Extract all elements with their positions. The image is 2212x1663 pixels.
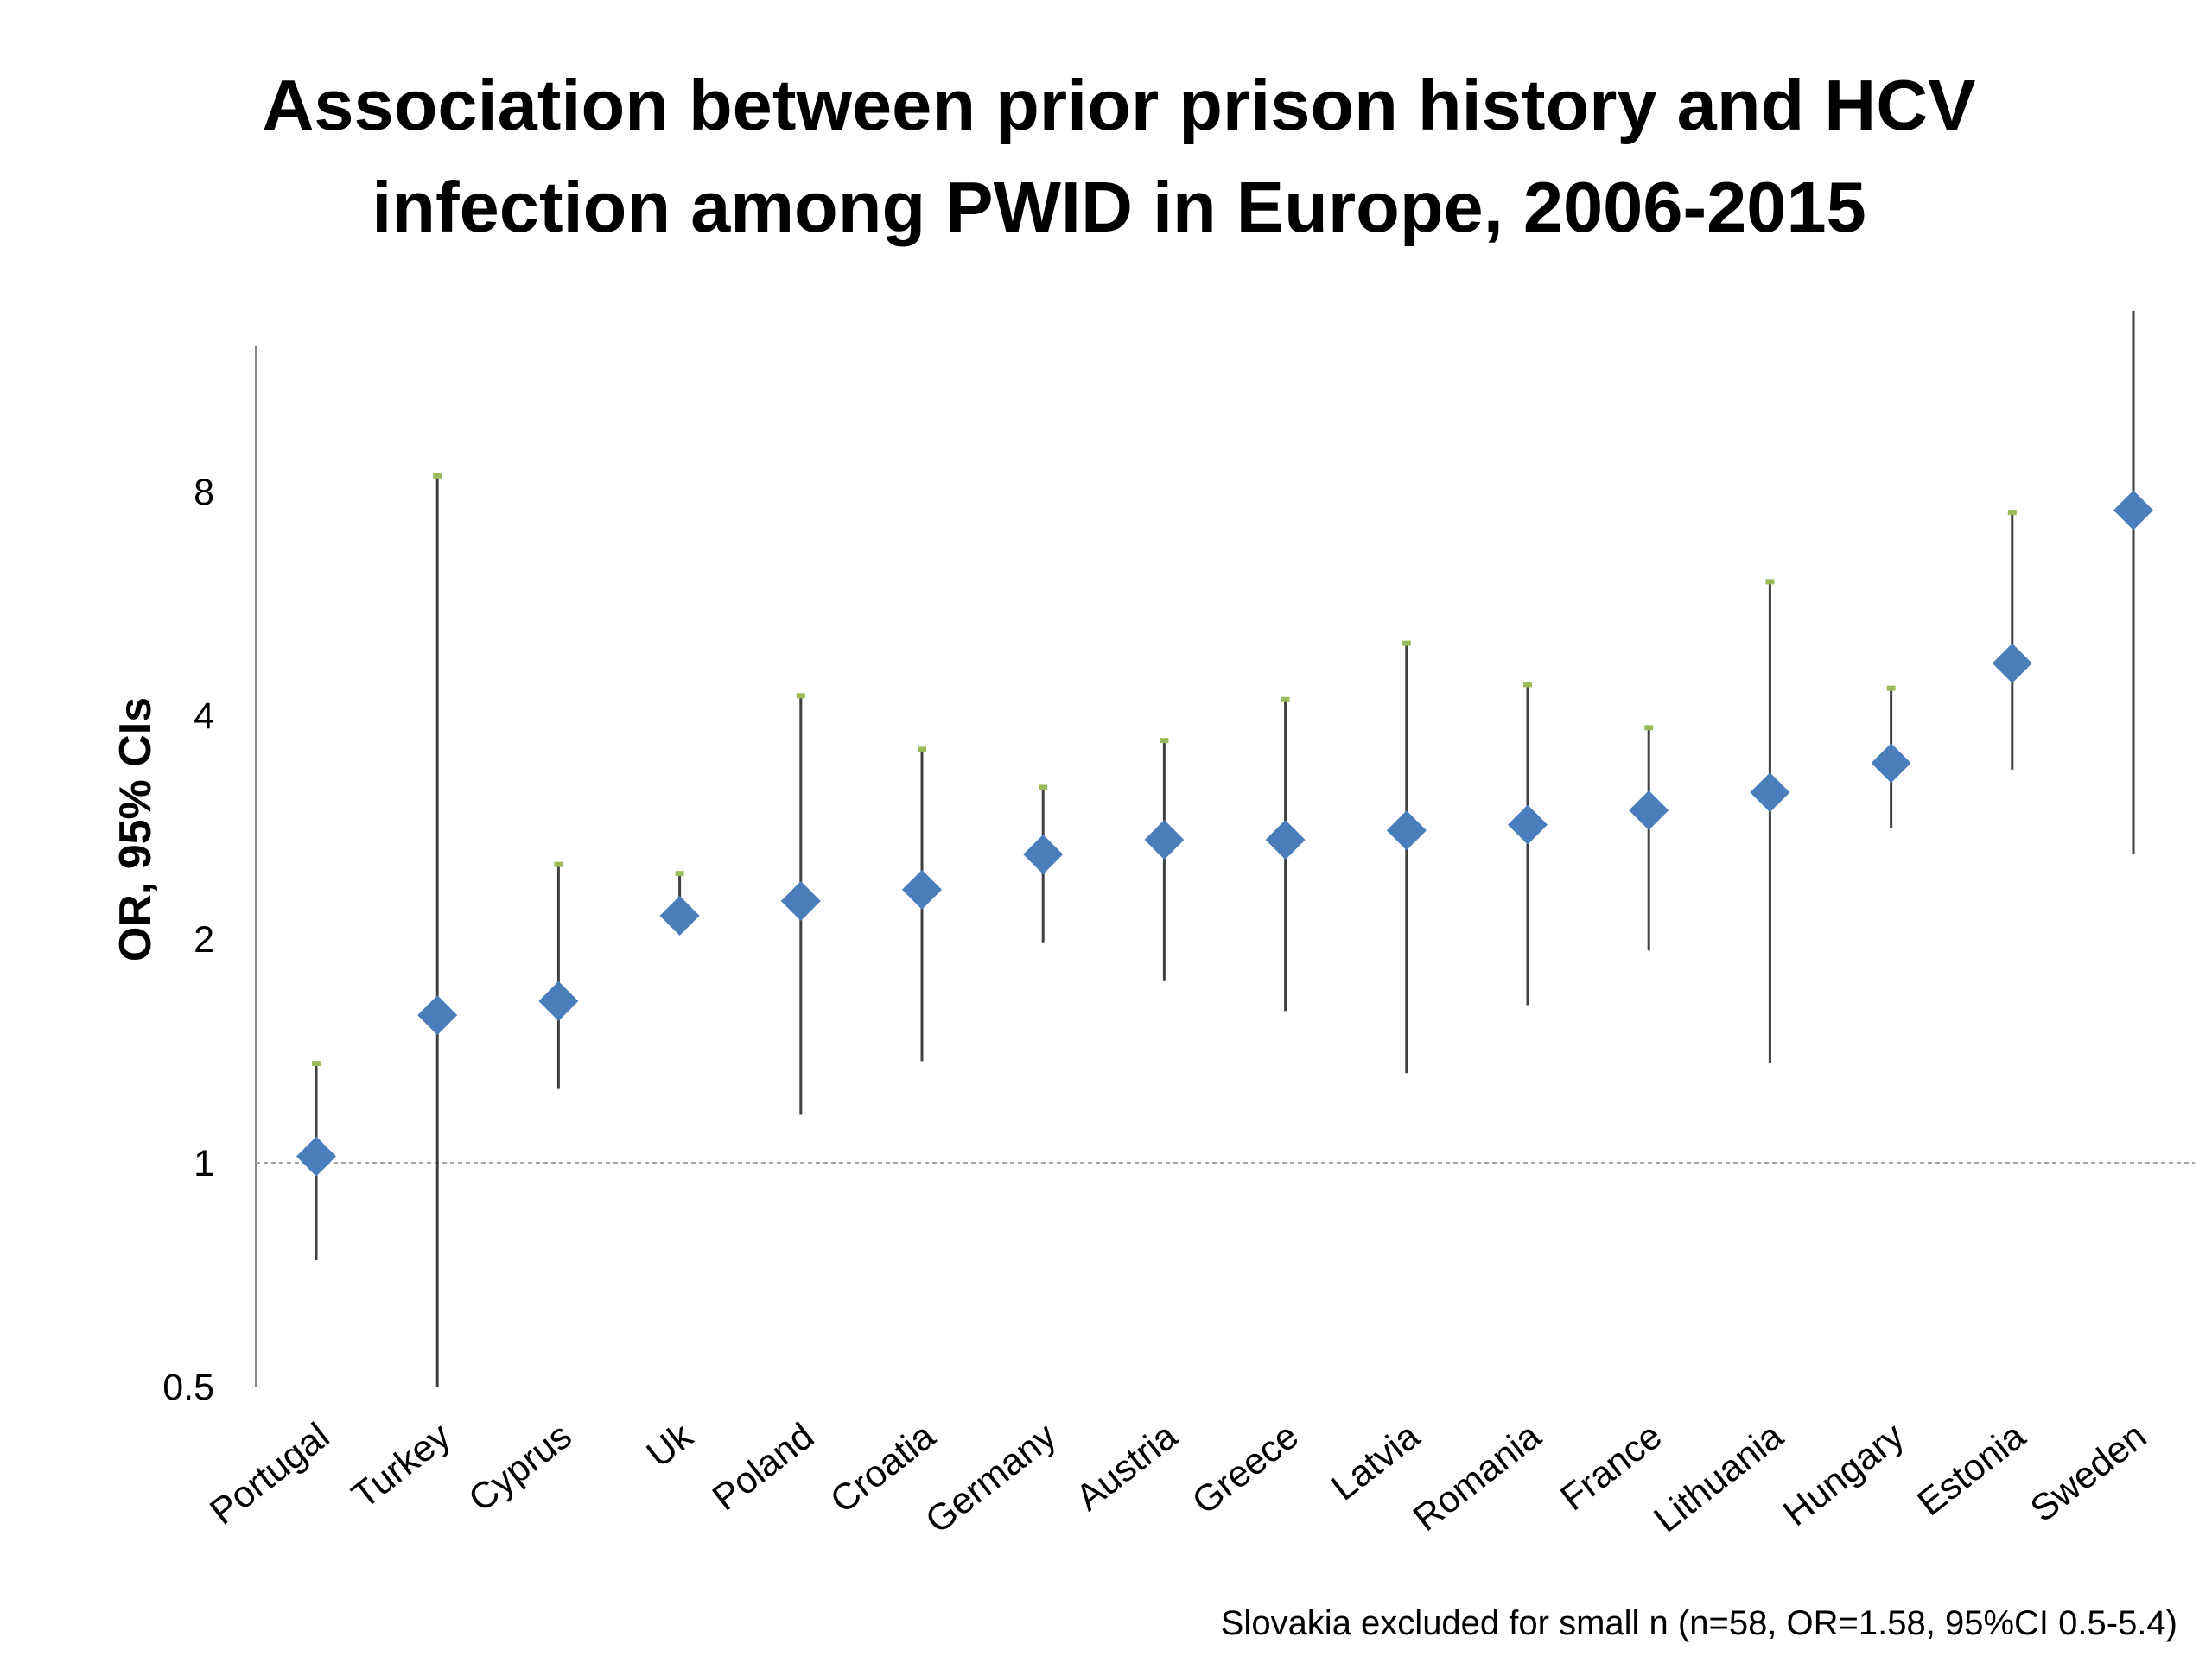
y-tick-label: 1 (194, 1143, 214, 1184)
ci-upper-cap (433, 473, 442, 479)
ci-upper-cap (312, 1061, 321, 1067)
y-tick-label: 8 (194, 472, 214, 513)
ci-upper-cap (2007, 510, 2017, 516)
footnote: Slovakia excluded for small n (n=58, OR=… (1221, 1604, 2177, 1642)
ci-upper-cap (1886, 685, 1896, 691)
ci-upper-cap (796, 693, 805, 699)
ci-upper-cap (1160, 738, 1169, 744)
ci-upper-cap (918, 746, 926, 752)
ci-upper-cap (1765, 579, 1775, 585)
point-estimate-marker (1750, 772, 1790, 813)
y-tick-label: 4 (194, 695, 214, 737)
point-estimate-marker (1508, 804, 1548, 845)
chart-title-line-2: infection among PWID in Europe, 2006-201… (372, 167, 1866, 247)
point-estimate-marker (1629, 790, 1669, 830)
point-estimate-marker (659, 895, 700, 936)
ci-upper-cap (1644, 725, 1654, 731)
axes-layer: 0.5 1 2 4 8 (162, 346, 2195, 1408)
chart-title-line-1: Association between prior prison history… (262, 65, 1975, 145)
ci-upper-cap (1402, 640, 1411, 646)
y-axis-label: OR, 95% CIs (111, 697, 161, 962)
point-estimate-marker (1386, 810, 1427, 851)
point-estimate-marker (902, 869, 942, 910)
y-tick-label: 0.5 (162, 1367, 214, 1408)
ci-upper-cap (1281, 696, 1290, 702)
point-estimate-marker (1023, 834, 1064, 874)
point-estimate-marker (538, 981, 579, 1021)
point-estimate-marker (296, 1136, 336, 1177)
point-estimate-marker (1992, 643, 2032, 683)
point-estimates (296, 490, 2153, 1177)
point-estimate-marker (2113, 490, 2153, 530)
point-estimate-marker (780, 880, 821, 921)
point-estimate-marker (1871, 743, 1911, 784)
ci-upper-cap (1523, 682, 1532, 688)
point-estimate-marker (1265, 820, 1306, 860)
y-tick-label: 2 (194, 919, 214, 961)
confidence-intervals (312, 310, 2135, 1387)
ci-upper-cap (1039, 784, 1048, 790)
point-estimate-marker (1144, 820, 1185, 860)
point-estimate-marker (417, 995, 458, 1036)
ci-upper-cap (554, 861, 563, 867)
ci-upper-cap (675, 871, 684, 877)
